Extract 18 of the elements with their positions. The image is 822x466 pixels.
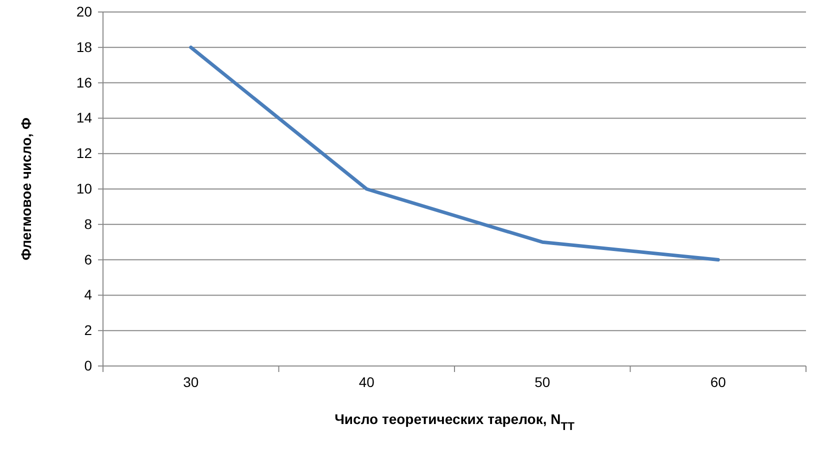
y-tick-label: 18 — [76, 38, 92, 55]
y-tick-label: 14 — [76, 110, 92, 126]
y-tick-label: 8 — [84, 216, 92, 232]
x-axis-title: Число теоретических тарелок, N$_{ТТ}$ — [334, 411, 575, 433]
y-tick-label: 10 — [76, 180, 92, 196]
y-tick-label: 2 — [84, 322, 92, 338]
y-tick-label: 0 — [84, 357, 92, 374]
y-tick-label: 16 — [76, 74, 92, 90]
x-tick-label: 40 — [358, 374, 375, 390]
y-tick-label: 12 — [76, 145, 92, 162]
y-tick-label: 4 — [84, 286, 92, 303]
x-tick-label: 60 — [710, 374, 726, 390]
y-axis-title: Флегмовое число, Ф — [18, 118, 34, 260]
y-tick-label: 6 — [84, 251, 92, 268]
x-tick-label: 30 — [183, 374, 199, 390]
x-tick-label: 50 — [534, 374, 550, 390]
line-series — [189, 46, 720, 262]
y-tick-label: 20 — [76, 3, 92, 20]
